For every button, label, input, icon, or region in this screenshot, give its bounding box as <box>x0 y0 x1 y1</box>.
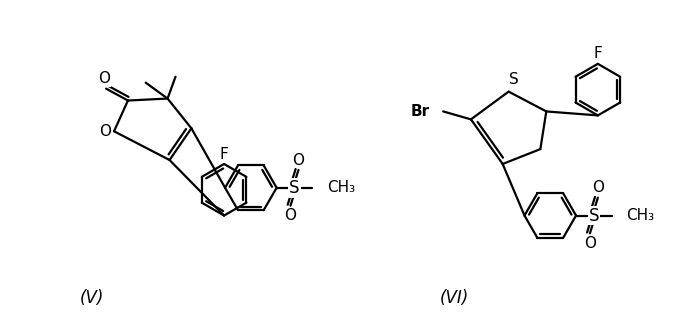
Text: O: O <box>98 71 110 86</box>
Text: O: O <box>592 180 604 195</box>
Text: O: O <box>584 236 596 251</box>
Text: O: O <box>284 208 296 223</box>
Text: S: S <box>289 179 300 197</box>
Text: O: O <box>292 153 305 168</box>
Text: S: S <box>509 72 519 87</box>
Text: CH₃: CH₃ <box>327 180 355 195</box>
Text: O: O <box>99 124 111 139</box>
Text: F: F <box>219 146 229 162</box>
Text: F: F <box>593 46 603 62</box>
Text: CH₃: CH₃ <box>626 208 655 223</box>
Text: (VI): (VI) <box>440 289 469 307</box>
Text: Br: Br <box>410 104 429 119</box>
Text: S: S <box>589 206 599 225</box>
Text: (V): (V) <box>80 289 104 307</box>
